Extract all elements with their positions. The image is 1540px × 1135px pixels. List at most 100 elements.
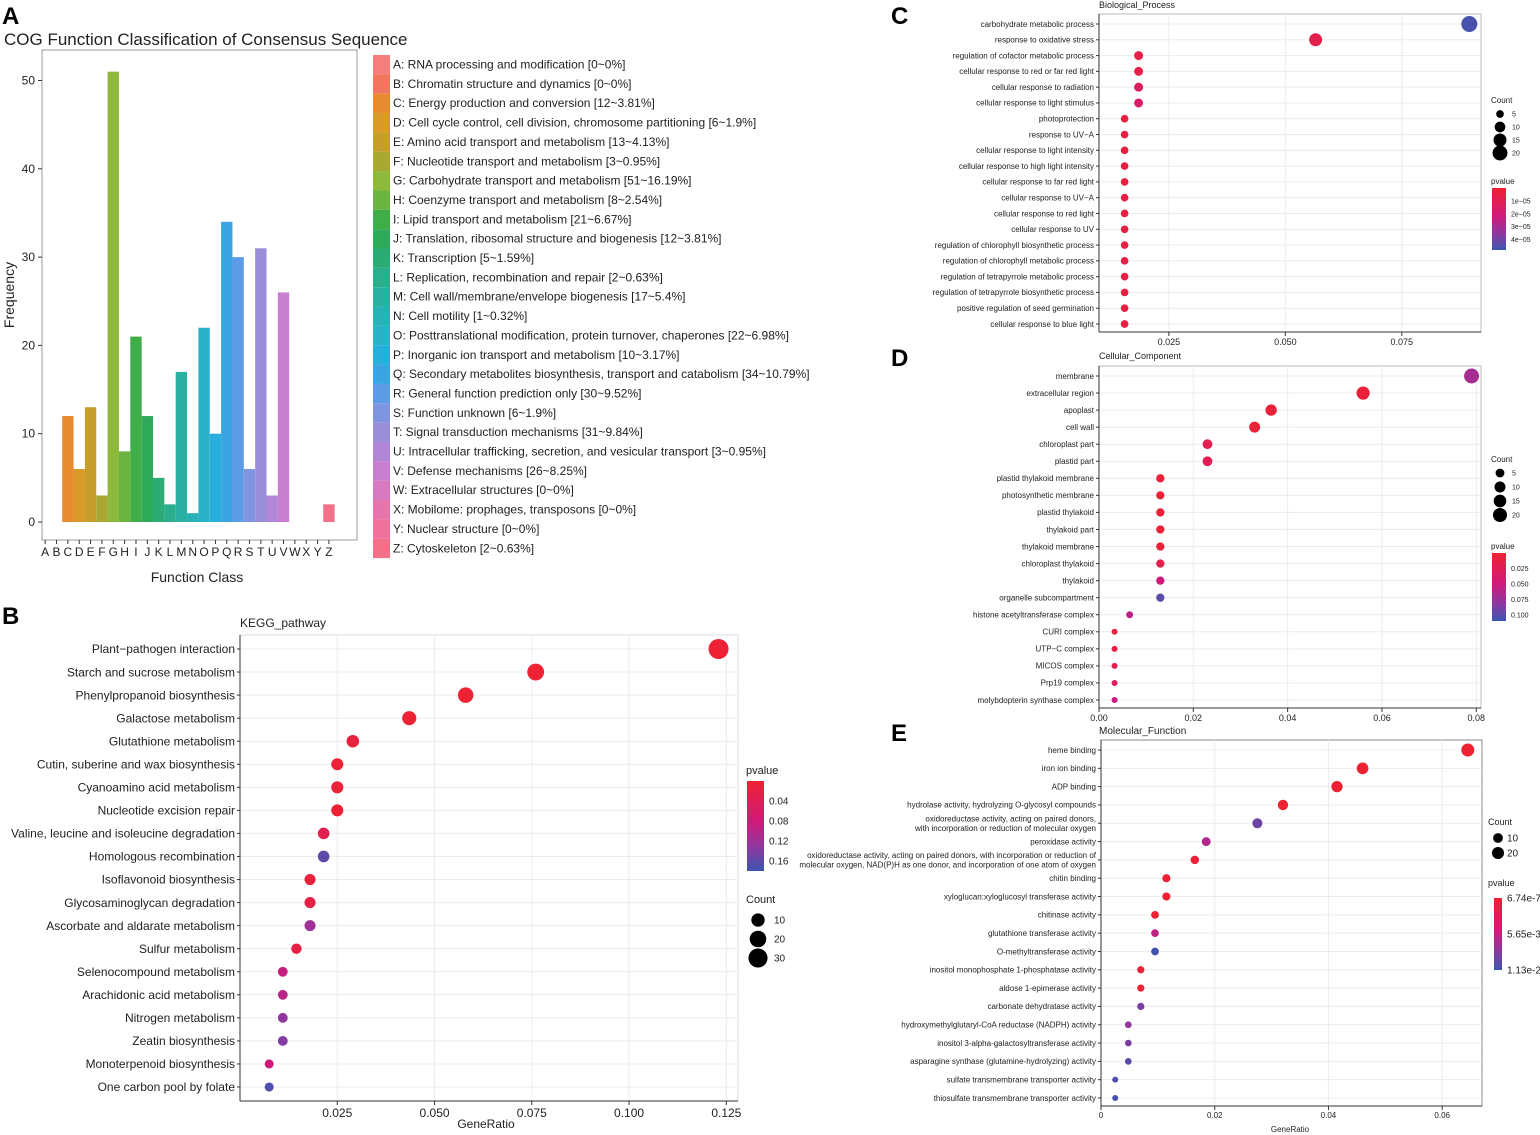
cog-legend-swatch [373,151,390,172]
kegg-dot [402,711,417,726]
mf-dot [1201,837,1211,847]
cog-x-tick-label: V [280,545,288,559]
cog-bar-f [96,495,108,522]
cog-x-axis-label: Function Class [151,569,244,585]
kegg-dot [277,1012,288,1023]
cog-x-tick-label: W [289,545,301,559]
mf-dot [1162,892,1171,901]
cc-count-legend-label: 15 [1512,498,1520,505]
bp-dot [1120,272,1129,281]
kegg-dot [277,1035,288,1046]
cog-y-axis-label: Frequency [1,262,17,328]
bp-category-label: regulation of tetrapyrrole metabolic pro… [941,272,1094,281]
kegg-dot [346,734,360,748]
bp-category-label: regulation of tetrapyrrole biosynthetic … [933,288,1094,297]
cog-legend-entry: M: Cell wall/membrane/envelope biogenesi… [393,290,686,304]
mf-pvalue-colorbar [1494,898,1502,970]
bp-count-legend-dot [1493,133,1507,147]
bp-pvalue-tick-label: 3e−05 [1511,224,1531,231]
mf-dot [1151,929,1159,938]
cc-dot [1111,662,1118,669]
mf-category-label: chitinase activity [1038,911,1096,920]
kegg-category-label: Starch and sucrose metabolism [67,665,235,679]
cc-category-label: membrane [1056,372,1095,381]
kegg-pvalue-tick-label: 0.12 [769,837,789,848]
bp-dot [1134,82,1144,92]
cog-x-tick-label: E [87,545,95,559]
cc-category-label: cell wall [1066,423,1094,432]
bp-category-label: regulation of chlorophyll biosynthetic p… [935,241,1094,250]
kegg-plot-frame [239,634,739,1102]
cog-legend-swatch [373,519,390,539]
mf-dot [1190,855,1200,865]
cog-bar-m [175,371,188,522]
bp-x-tick-label: 0.025 [1158,337,1181,347]
bp-dot [1120,178,1129,186]
cc-category-label: photosynthetic membrane [1002,491,1095,500]
mf-category-label: O-methyltransferase activity [997,947,1096,956]
cc-category-label: plastid thylakoid membrane [997,474,1095,483]
cog-y-tick-label: 30 [22,250,36,264]
bp-category-label: photoprotection [1039,115,1094,124]
mf-category-label: hydrolase activity, hydrolyzing O-glycos… [907,801,1096,810]
mf-category-label: heme binding [1048,746,1096,755]
cog-bar-s [243,469,256,522]
cog-bar-c [62,416,74,522]
cc-count-legend-label: 20 [1512,512,1520,519]
cog-legend-swatch [373,538,390,559]
cc-category-label: thylakoid [1062,576,1094,585]
cog-legend-entry: S: Function unknown [6~1.9%] [393,406,556,420]
mf-category-label: sulfate transmembrane transporter activi… [947,1075,1096,1084]
bp-dot [1461,16,1478,32]
cc-category-label: molybdopterin synthase complex [977,696,1094,705]
cc-category-label: organelle subcompartment [999,593,1094,602]
kegg-category-label: Arachidonic acid metabolism [82,988,235,1002]
kegg-count-legend-title: Count [746,894,775,906]
kegg-dot [331,804,344,817]
kegg-dot [264,1082,274,1092]
mf-count-legend-dot [1491,846,1505,860]
cog-legend-swatch [373,325,390,346]
bp-category-label: carbohydrate metabolic process [981,20,1094,29]
mf-count-legend-title: Count [1488,817,1513,827]
cog-y-tick-label: 20 [22,338,36,352]
cog-legend-entry: K: Transcription [5~1.59%] [393,251,534,265]
bp-dot [1134,66,1144,76]
cc-category-label: Prp19 complex [1041,679,1094,688]
bp-count-legend-label: 15 [1512,137,1520,144]
bp-pvalue-tick-label: 1e−05 [1511,198,1531,205]
cc-dot [1111,697,1118,703]
bp-count-legend-dot [1496,110,1504,118]
panel-letter-c: C [891,3,908,30]
cog-x-tick-label: Q [222,545,231,559]
bp-dot [1120,304,1129,313]
bp-dot [1120,288,1129,297]
cog-y-tick-label: 50 [22,74,36,88]
mf-dot [1112,1095,1119,1101]
cc-x-tick-label: 0.06 [1373,713,1391,723]
mf-x-axis-label: GeneRatio [1271,1125,1310,1134]
mf-category-label: with incorporation or reduction of molec… [914,824,1096,833]
mf-category-label: peroxidase activity [1030,837,1096,846]
cog-bar-e [84,407,97,522]
cc-category-label: chloroplast part [1039,440,1094,449]
cog-x-tick-label: Y [314,545,322,559]
bp-dot [1120,114,1129,123]
cog-x-tick-label: Z [325,545,332,559]
kegg-category-label: One carbon pool by folate [98,1080,236,1094]
cc-dot [1126,611,1134,619]
cc-dot [1156,576,1165,585]
mf-category-label: aldose 1-epimerase activity [999,984,1096,993]
mf-dot [1137,966,1145,974]
bp-category-label: cellular response to UV [1011,225,1094,234]
cc-category-label: UTP−C complex [1036,645,1094,654]
bp-category-label: cellular response to far red light [982,178,1094,187]
cog-legend-swatch [373,345,390,365]
cc-chart: Cellular_Component 0.00 0.02 0.04 0.06 0.08 m… [973,351,1529,723]
cog-legend-entry: N: Cell motility [1~0.32%] [393,309,527,323]
mf-dot [1461,743,1475,757]
mf-category-label: xyloglucan:xyloglucosyl transferase acti… [944,892,1096,901]
mf-category-label: molecular oxygen, NAD(P)H as one donor, … [799,860,1096,869]
cog-legend-entry: Z: Cytoskeleton [2~0.63%] [393,541,534,555]
cog-legend-swatch [373,364,390,384]
